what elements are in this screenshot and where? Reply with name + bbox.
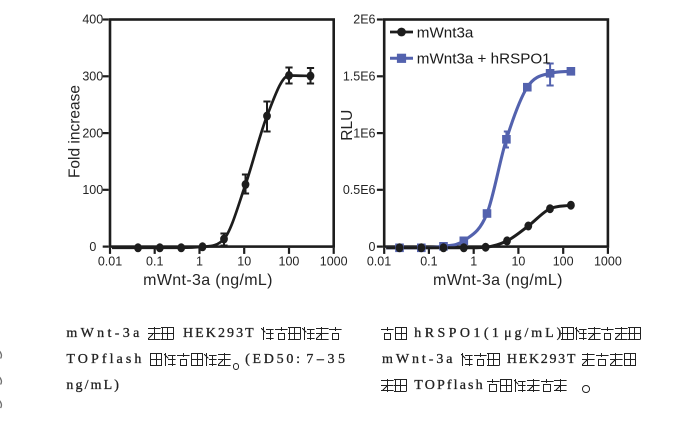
- svg-text:0: 0: [89, 240, 96, 254]
- svg-text:0.01: 0.01: [98, 254, 122, 268]
- svg-text:1: 1: [196, 254, 203, 268]
- svg-text:2E6: 2E6: [353, 13, 375, 27]
- svg-text:100: 100: [553, 254, 574, 268]
- svg-text:0.1: 0.1: [420, 254, 437, 268]
- svg-text:0.5E6: 0.5E6: [343, 183, 376, 197]
- svg-text:300: 300: [82, 69, 103, 83]
- svg-text:10: 10: [237, 254, 251, 268]
- svg-text:mWnt3a + hRSPO1: mWnt3a + hRSPO1: [417, 51, 551, 68]
- svg-text:10: 10: [511, 254, 525, 268]
- svg-text:RLU: RLU: [339, 110, 356, 141]
- svg-text:1E6: 1E6: [353, 126, 375, 140]
- svg-text:1: 1: [470, 254, 477, 268]
- svg-text:1000: 1000: [320, 254, 348, 268]
- svg-text:0.1: 0.1: [146, 254, 163, 268]
- svg-text:mWnt-3a (ng/mL): mWnt-3a (ng/mL): [143, 272, 273, 289]
- svg-text:400: 400: [82, 13, 103, 27]
- svg-text:1.5E6: 1.5E6: [343, 69, 376, 83]
- svg-text:0.01: 0.01: [367, 254, 391, 268]
- svg-text:200: 200: [82, 126, 103, 140]
- svg-text:0: 0: [369, 240, 376, 254]
- svg-text:1000: 1000: [594, 254, 622, 268]
- svg-text:100: 100: [279, 254, 300, 268]
- svg-text:Fold increase: Fold increase: [67, 85, 84, 178]
- svg-text:mWnt3a: mWnt3a: [417, 25, 474, 42]
- svg-text:100: 100: [82, 183, 103, 197]
- svg-text:mWnt-3a (ng/mL): mWnt-3a (ng/mL): [433, 272, 563, 289]
